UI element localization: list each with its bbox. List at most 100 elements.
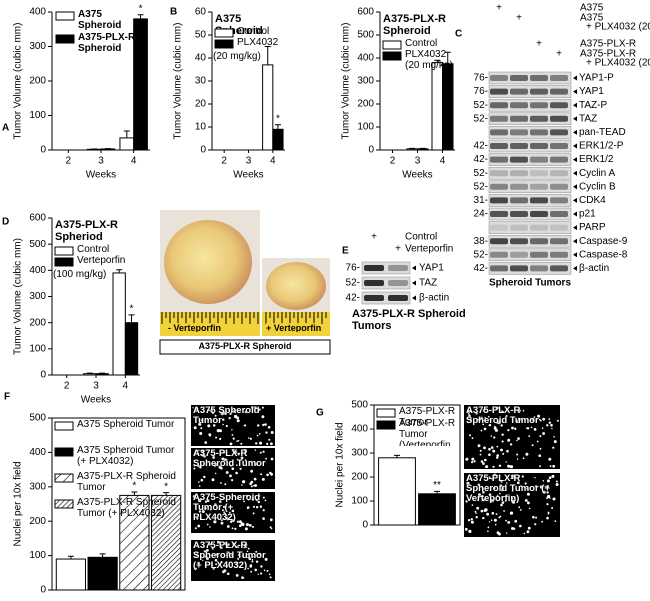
protein-label: CDK4 xyxy=(579,195,606,206)
nucleus-dot xyxy=(209,526,211,528)
nucleus-dot xyxy=(506,532,508,534)
nucleus-dot xyxy=(252,525,254,528)
nucleus-dot xyxy=(254,484,257,487)
nucleus-dot xyxy=(502,452,505,455)
y-axis-label: Tumor Volume (cubic mm) xyxy=(13,23,24,140)
legend-label-box: A375 Spheroid xyxy=(78,9,121,31)
lane-sign: + xyxy=(516,13,522,24)
nucleus-dot xyxy=(533,416,536,419)
nucleus-dot xyxy=(546,479,550,483)
nucleus-dot xyxy=(231,527,234,530)
nucleus-dot xyxy=(219,429,222,433)
nucleus-dot xyxy=(206,549,209,552)
nucleus-dot xyxy=(501,501,505,504)
nucleus-dot xyxy=(548,418,551,420)
nucleus-dot xyxy=(464,527,468,531)
legend-label: Verteporfin xyxy=(77,255,126,266)
nucleus-dot xyxy=(493,499,495,501)
nucleus-dot xyxy=(211,412,214,415)
photo-label-box: + Verteporfin xyxy=(266,323,322,332)
protein-label: TAZ-P xyxy=(579,100,607,111)
nucleus-dot xyxy=(498,516,501,519)
nucleus-dot xyxy=(235,471,238,475)
nucleus-dot xyxy=(249,482,252,486)
nucleus-dot xyxy=(475,412,478,415)
blot-band xyxy=(530,183,548,190)
nucleus-dot xyxy=(209,508,212,511)
protein-label: YAP1 xyxy=(579,86,604,97)
nucleus-dot xyxy=(483,419,486,422)
y-tick-label: 40 xyxy=(195,53,207,64)
nucleus-dot xyxy=(228,511,231,514)
legend-label-box: A375-PLX-R Spheroid Tumor (+ PLX4032) xyxy=(77,497,176,519)
nucleus-dot xyxy=(234,527,237,530)
y-tick-label: 0 xyxy=(200,145,206,156)
nucleus-dot xyxy=(204,500,208,503)
nucleus-dot xyxy=(471,457,475,461)
nucleus-dot xyxy=(213,464,217,467)
nucleus-dot xyxy=(200,418,203,422)
nucleus-dot xyxy=(204,555,208,558)
nucleus-dot xyxy=(244,543,248,547)
nucleus-dot xyxy=(255,550,258,553)
nucleus-dot xyxy=(511,476,514,479)
nucleus-dot xyxy=(478,418,482,421)
legend-label: Control xyxy=(77,244,110,255)
nucleus-dot xyxy=(195,553,198,557)
nucleus-dot xyxy=(476,418,479,421)
nucleus-dot xyxy=(241,555,244,557)
x-tick-label: 3 xyxy=(246,156,252,167)
nucleus-dot xyxy=(528,507,531,510)
error-bar xyxy=(99,372,106,374)
nucleus-dot xyxy=(254,449,257,451)
error-bar xyxy=(128,314,135,323)
nucleus-dot xyxy=(237,546,240,549)
nucleus-dot xyxy=(467,412,470,415)
nucleus-dot xyxy=(534,523,537,526)
legend-label-box: Control xyxy=(77,244,110,255)
nucleus-dot xyxy=(475,512,477,514)
y-tick-label: 500 xyxy=(351,400,368,411)
nucleus-dot xyxy=(488,493,492,497)
row-arrow xyxy=(573,75,577,81)
significance-mark: * xyxy=(164,481,168,492)
micrograph-label-box: A375-PLX-R Spheroid Tumor (+ Verteporfin… xyxy=(466,474,550,504)
nucleus-dot xyxy=(261,415,265,419)
nucleus-dot xyxy=(482,516,485,520)
nucleus-dot xyxy=(192,407,194,409)
nucleus-dot xyxy=(239,467,242,470)
bar xyxy=(378,457,416,526)
nucleus-dot xyxy=(522,409,525,412)
row-arrow xyxy=(573,102,577,108)
nucleus-dot xyxy=(509,465,513,469)
nucleus-dot xyxy=(223,451,226,454)
micrograph-label-box: A375 Spheroid Tumor xyxy=(193,406,260,426)
nucleus-dot xyxy=(207,424,211,428)
blot-band xyxy=(490,129,508,136)
nucleus-dot xyxy=(551,427,553,430)
nucleus-dot xyxy=(517,417,521,421)
nucleus-dot xyxy=(528,435,531,438)
row-arrow xyxy=(573,170,577,176)
nucleus-dot xyxy=(547,494,551,499)
nucleus-dot xyxy=(214,558,218,562)
nucleus-dot xyxy=(212,567,215,570)
nucleus-dot xyxy=(223,512,227,515)
nucleus-dot xyxy=(193,464,196,467)
nucleus-dot xyxy=(270,431,274,434)
error-bar xyxy=(434,59,441,63)
lane-label: Control xyxy=(405,232,437,243)
nucleus-dot xyxy=(479,453,482,456)
nucleus-dot xyxy=(480,416,483,419)
significance-mark: ** xyxy=(433,480,441,491)
error-bar xyxy=(137,14,144,19)
nucleus-dot xyxy=(474,510,477,513)
kda-marker: 42- xyxy=(346,293,360,304)
kda-marker: 42- xyxy=(474,141,488,152)
nucleus-dot xyxy=(541,427,544,430)
nucleus-dot xyxy=(262,450,265,453)
nucleus-dot xyxy=(265,457,268,460)
kda-marker: 42- xyxy=(474,154,488,165)
blot-band xyxy=(510,115,528,122)
blot-band xyxy=(530,88,548,95)
